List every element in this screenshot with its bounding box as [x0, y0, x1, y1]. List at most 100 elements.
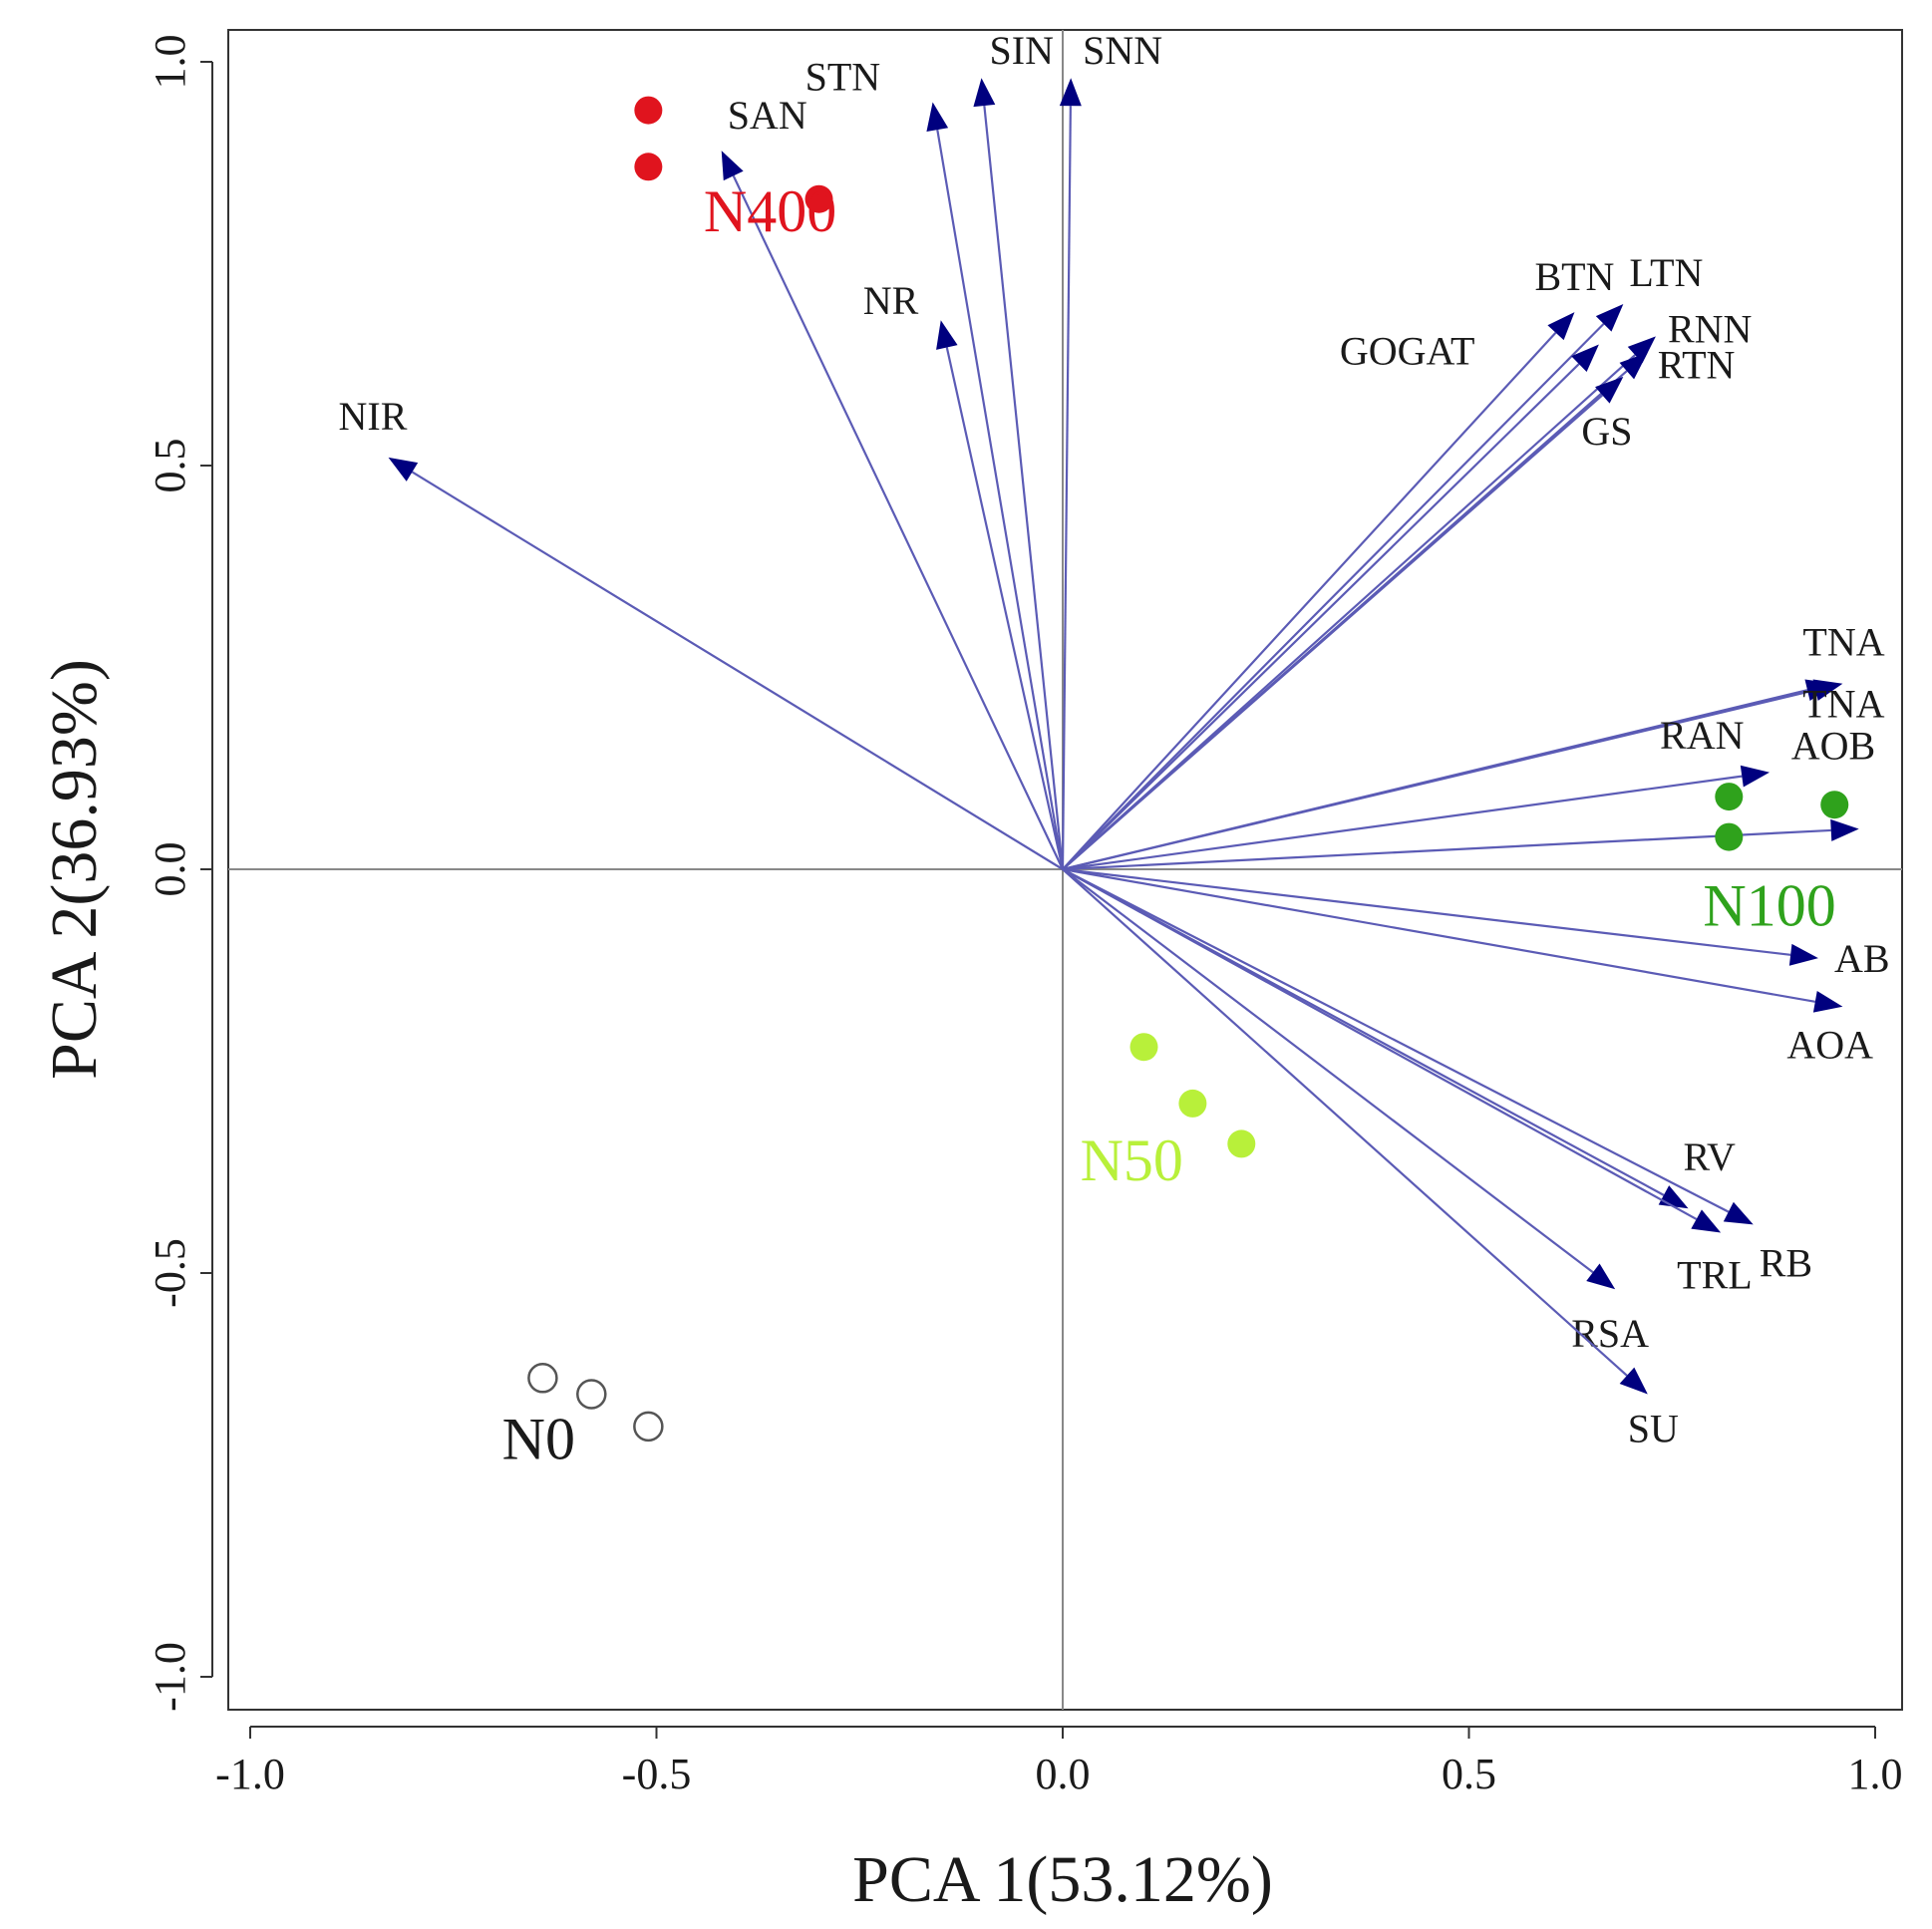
arrowhead-icon [1595, 304, 1624, 332]
vector-trl: TRL [1062, 868, 1753, 1298]
vector-snn: SNN [1059, 28, 1162, 870]
arrowhead-icon [1804, 679, 1835, 701]
arrowhead-icon [1788, 943, 1818, 966]
arrowhead-icon [1586, 1263, 1616, 1290]
vector-label: SAN [728, 93, 807, 138]
y-tick-label: 0.0 [146, 842, 194, 897]
arrowhead-icon [973, 78, 996, 108]
vector-line [411, 471, 1064, 870]
group-n50: N50 [1081, 1033, 1256, 1193]
arrowhead-icon [1595, 376, 1624, 404]
vector-rb: RB [1062, 868, 1812, 1285]
vector-line [945, 347, 1065, 870]
sample-point [1129, 1033, 1158, 1062]
arrowhead-icon [1571, 344, 1599, 372]
x-tick-label: -0.5 [622, 1750, 692, 1798]
arrowhead-icon [1740, 765, 1771, 788]
arrowhead-icon [1059, 78, 1082, 107]
group-label: N400 [704, 178, 836, 244]
arrowhead-icon [936, 320, 958, 350]
vector-line [1062, 323, 1605, 870]
vector-line [1062, 868, 1594, 1274]
vector-aoa: AOA [1062, 867, 1873, 1068]
vector-btn: BTN [1062, 254, 1614, 870]
vector-label: RAN [1660, 713, 1744, 758]
vector-ltn: LTN [1062, 250, 1703, 870]
vector-gogat: GOGAT [1062, 329, 1599, 870]
sample-point [634, 153, 663, 181]
sample-point [1178, 1089, 1207, 1118]
arrowhead-icon [1830, 818, 1859, 841]
sample-point [634, 96, 663, 125]
vector-label: RSA [1571, 1311, 1649, 1356]
vector-label: SIN [990, 28, 1054, 73]
vector-label: TNA [1802, 620, 1884, 665]
vector-label: BTN [1534, 254, 1614, 299]
vector-line [1062, 689, 1808, 871]
vector-line [983, 105, 1065, 870]
vector-sin: SIN [973, 28, 1065, 870]
vector-line [1062, 331, 1557, 870]
vector-ab: AB [1062, 867, 1890, 981]
vector-line [1062, 775, 1743, 871]
vector-line [1062, 868, 1730, 1213]
group-n0: N0 [502, 1363, 664, 1471]
axes: -1.0 -0.5 0.0 0.5 1.0 -1.0 -0.5 0.0 0.5 1.0 [146, 35, 1903, 1799]
arrowhead-icon [1547, 312, 1575, 341]
arrowhead-icon [721, 151, 744, 181]
y-tick-label: 1.0 [146, 35, 194, 90]
sample-point [1715, 783, 1744, 811]
arrowhead-icon [1691, 1209, 1722, 1233]
vector-line [1062, 867, 1791, 956]
sample-point [1715, 822, 1744, 851]
vector-label: SU [1628, 1407, 1679, 1451]
vector-line [1062, 868, 1628, 1377]
vector-label: TNA [1802, 682, 1884, 727]
vector-label: AOA [1786, 1023, 1873, 1068]
vector-label: AOB [1791, 724, 1875, 769]
group-n100: N100 [1703, 783, 1849, 939]
vector-line [1062, 867, 1816, 1003]
x-tick-label: -1.0 [215, 1750, 285, 1798]
vector-san: SAN [721, 93, 1064, 870]
vector-label: NR [863, 278, 919, 323]
arrowhead-icon [1723, 1201, 1754, 1225]
group-label: N50 [1081, 1127, 1183, 1193]
vector-line [732, 174, 1064, 870]
vector-label: GOGAT [1340, 329, 1475, 374]
vector-label: SNN [1083, 28, 1162, 73]
sample-point [633, 1411, 664, 1443]
vector-label: GS [1581, 409, 1632, 454]
vector-aob: AOB [1062, 724, 1875, 871]
sample-groups: N400 N100 N50 N0 [502, 96, 1849, 1471]
arrowhead-icon [1627, 336, 1656, 364]
vector-line [1062, 394, 1604, 870]
vector-label: AB [1834, 936, 1890, 981]
arrowhead-icon [1619, 1367, 1648, 1395]
vector-line [1061, 106, 1072, 870]
vector-label: TRL [1677, 1253, 1753, 1298]
vector-label: LTN [1629, 250, 1703, 295]
y-tick-label: 0.5 [146, 439, 194, 493]
arrowhead-icon [1619, 352, 1648, 380]
y-tick-label: -0.5 [146, 1238, 194, 1308]
vector-ran: RAN [1062, 713, 1771, 871]
vector-label: RNN [1668, 306, 1752, 351]
vector-label: RB [1760, 1240, 1812, 1285]
vector-stn: STN [805, 55, 1065, 870]
vector-nir: NIR [339, 394, 1064, 870]
vector-label: RV [1684, 1134, 1736, 1179]
x-axis-title: PCA 1(53.12%) [852, 1843, 1273, 1916]
vector-tna-2: TNA [1062, 679, 1885, 871]
x-tick-label: 0.5 [1442, 1750, 1496, 1798]
arrowhead-icon [388, 457, 419, 482]
vector-line [1062, 868, 1698, 1220]
sample-point [805, 184, 833, 213]
vector-nr: NR [863, 278, 1065, 870]
sample-point [1820, 791, 1849, 819]
x-tick-label: 0.0 [1036, 1750, 1091, 1798]
sample-point [1227, 1129, 1256, 1158]
group-label: N100 [1703, 873, 1835, 939]
